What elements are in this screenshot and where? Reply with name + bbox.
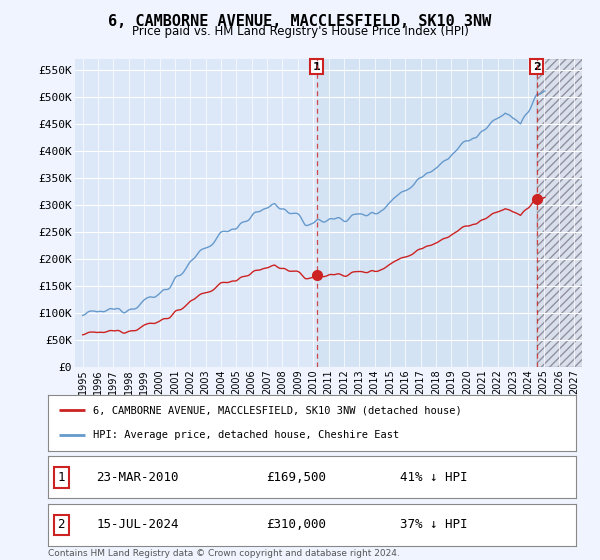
Text: 37% ↓ HPI: 37% ↓ HPI [400, 519, 467, 531]
Bar [317, 59, 536, 367]
Text: 1: 1 [313, 62, 320, 72]
Text: 1: 1 [58, 471, 65, 484]
Text: 6, CAMBORNE AVENUE, MACCLESFIELD, SK10 3NW (detached house): 6, CAMBORNE AVENUE, MACCLESFIELD, SK10 3… [93, 405, 461, 416]
Text: 15-JUL-2024: 15-JUL-2024 [97, 519, 179, 531]
Text: £169,500: £169,500 [266, 471, 326, 484]
Text: 23-MAR-2010: 23-MAR-2010 [97, 471, 179, 484]
Text: 6, CAMBORNE AVENUE, MACCLESFIELD, SK10 3NW: 6, CAMBORNE AVENUE, MACCLESFIELD, SK10 3… [109, 14, 491, 29]
Text: 41% ↓ HPI: 41% ↓ HPI [400, 471, 467, 484]
Text: 2: 2 [533, 62, 541, 72]
Text: Contains HM Land Registry data © Crown copyright and database right 2024.: Contains HM Land Registry data © Crown c… [48, 549, 400, 558]
Bar [536, 59, 590, 367]
Text: Price paid vs. HM Land Registry's House Price Index (HPI): Price paid vs. HM Land Registry's House … [131, 25, 469, 38]
Text: 2: 2 [58, 519, 65, 531]
Text: £310,000: £310,000 [266, 519, 326, 531]
Text: HPI: Average price, detached house, Cheshire East: HPI: Average price, detached house, Ches… [93, 430, 399, 440]
